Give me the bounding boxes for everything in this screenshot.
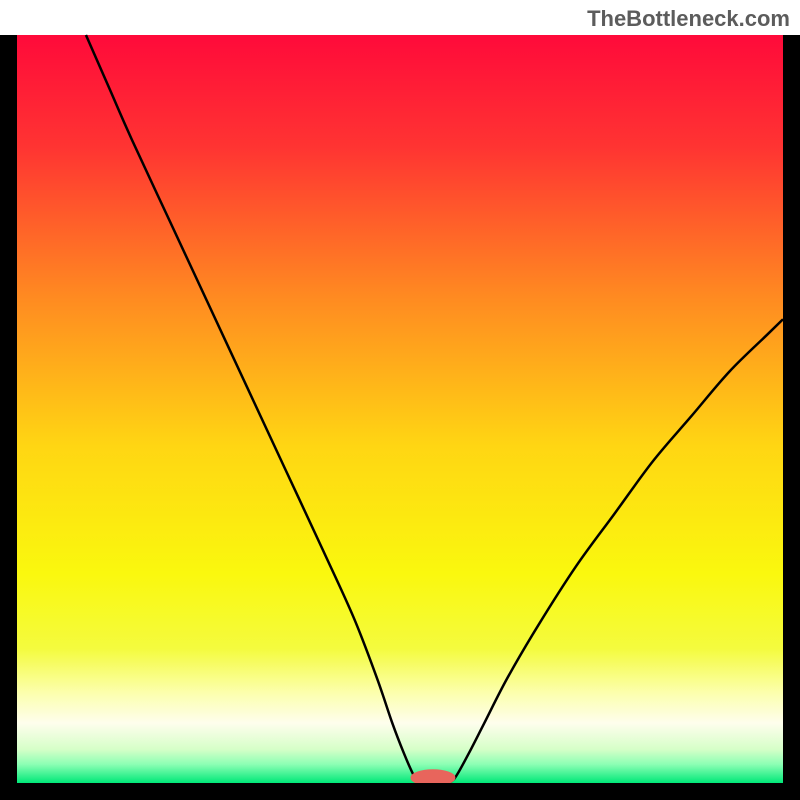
watermark-text: TheBottleneck.com <box>587 6 790 32</box>
border-right <box>783 35 800 800</box>
gradient-background <box>17 35 783 783</box>
bottleneck-chart: TheBottleneck.com <box>0 0 800 800</box>
chart-svg <box>0 0 800 800</box>
border-bottom <box>0 783 800 800</box>
border-left <box>0 35 17 800</box>
